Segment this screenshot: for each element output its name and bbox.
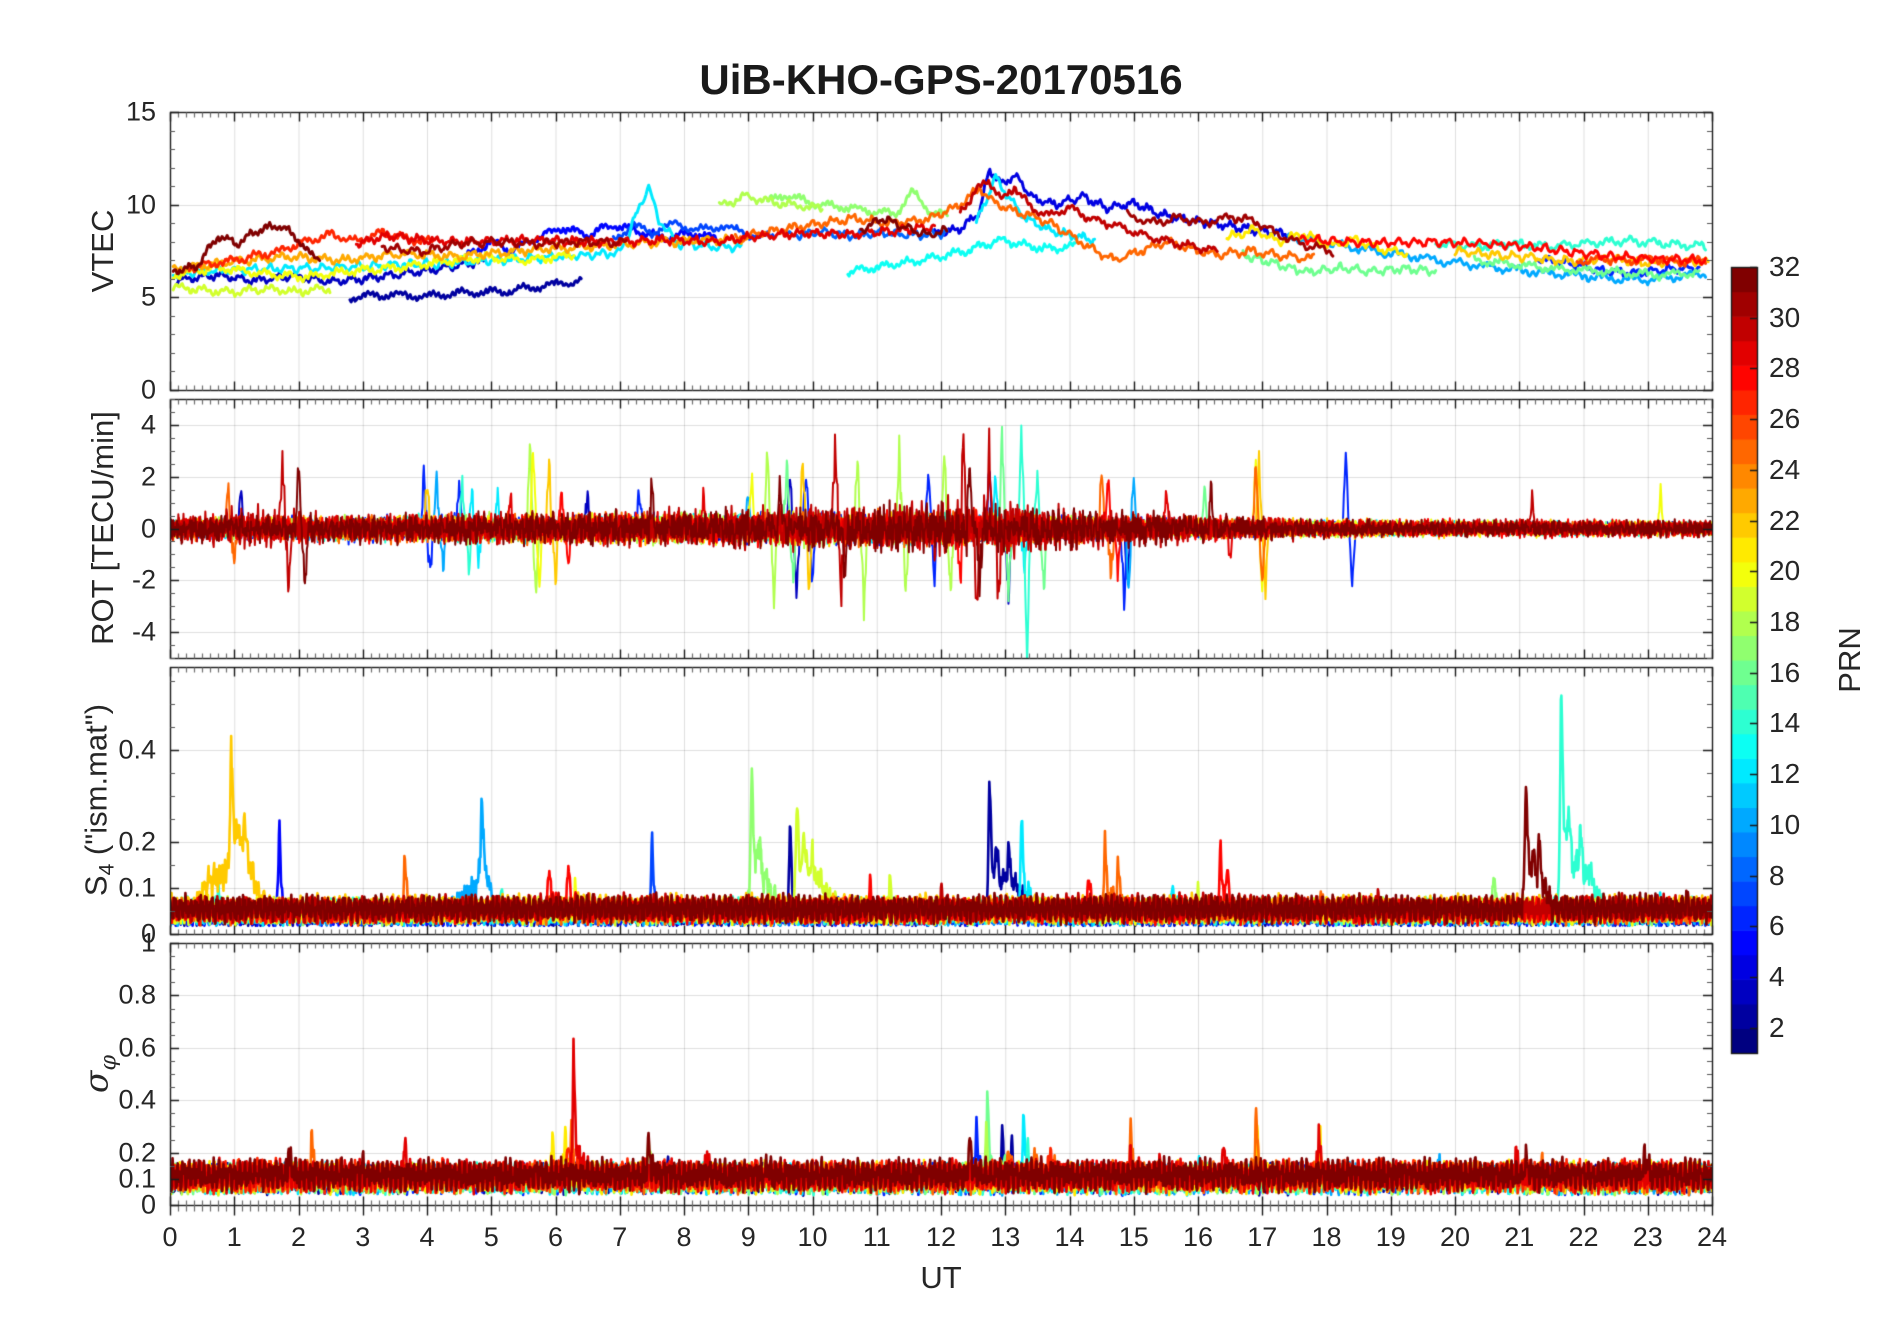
colorbar-tick-label: 12 — [1769, 758, 1801, 790]
y-tick-label: 0 — [140, 1189, 156, 1220]
y-tick-label: -2 — [131, 564, 156, 595]
x-tick-label: 23 — [1632, 1222, 1663, 1252]
y-tick-label: 4 — [140, 409, 156, 440]
colorbar-tick-label: 20 — [1769, 555, 1801, 587]
y-tick-label: 10 — [125, 189, 156, 220]
y-tick-label: -4 — [131, 616, 156, 647]
x-tick-label: 14 — [1054, 1222, 1085, 1252]
y-tick-label: 0.8 — [118, 979, 156, 1010]
x-tick-label: 1 — [226, 1222, 242, 1252]
y-tick-label: 0.4 — [118, 1084, 156, 1115]
colorbar-tick-label: 32 — [1769, 251, 1801, 282]
y-tick-label: 0 — [140, 513, 156, 543]
colorbar-tick-label: 14 — [1769, 707, 1801, 739]
x-tick-label: 21 — [1504, 1222, 1535, 1252]
x-tick-label: 18 — [1311, 1222, 1342, 1252]
x-tick-label: 0 — [162, 1222, 178, 1252]
x-tick-label: 13 — [990, 1222, 1021, 1252]
x-tick-label: 8 — [676, 1222, 692, 1252]
y-tick-label: 0.1 — [118, 872, 156, 903]
x-tick-label: 15 — [1118, 1222, 1149, 1252]
y-tick-label: 2 — [140, 461, 156, 492]
x-tick-label: 16 — [1182, 1222, 1214, 1252]
colorbar-tick-label: 28 — [1769, 352, 1801, 384]
s4-axis-label: S4 ("ism.mat") — [78, 704, 119, 896]
y-tick-label: 5 — [140, 281, 156, 312]
x-tick-label: 24 — [1696, 1222, 1728, 1252]
x-tick-label: 5 — [483, 1222, 499, 1252]
y-tick-label: 1 — [140, 927, 156, 958]
colorbar-tick-label: 30 — [1769, 301, 1801, 333]
x-tick-label: 12 — [925, 1222, 957, 1252]
x-tick-label: 19 — [1375, 1222, 1406, 1252]
colorbar-tick-label: 18 — [1769, 605, 1801, 637]
x-tick-label: 2 — [290, 1222, 307, 1252]
colorbar-tick-label: 6 — [1769, 910, 1785, 942]
y-tick-label: 0.2 — [118, 826, 156, 857]
colorbar-tick-label: 22 — [1769, 504, 1801, 536]
colorbar-tick-label: 8 — [1769, 859, 1785, 891]
y-tick-label: 0.2 — [118, 1137, 156, 1168]
colorbar-tick-label: 2 — [1769, 1011, 1785, 1043]
x-tick-label: 6 — [547, 1222, 564, 1252]
x-tick-label: 17 — [1247, 1222, 1278, 1252]
x-tick-label: 10 — [797, 1222, 828, 1252]
y-tick-label: 0 — [140, 374, 156, 405]
colorbar-tick-label: 16 — [1769, 656, 1801, 688]
vtec-axis-label: VTEC — [85, 209, 120, 293]
colorbar-tick-label: 10 — [1769, 808, 1801, 840]
y-tick-label: 0.1 — [118, 1163, 156, 1194]
x-tick-label: 11 — [862, 1222, 891, 1252]
colorbar-tick-label: 24 — [1769, 453, 1801, 485]
x-tick-label: 7 — [612, 1222, 628, 1252]
x-tick-label: 9 — [740, 1222, 756, 1252]
colorbar-label: PRN — [1832, 627, 1867, 693]
x-tick-label: 3 — [355, 1222, 371, 1252]
y-tick-label: 0.4 — [118, 734, 156, 765]
x-axis-label: UT — [920, 1260, 962, 1295]
y-tick-label: 0 — [140, 918, 156, 949]
x-tick-label: 4 — [419, 1222, 435, 1252]
chart-title: UiB-KHO-GPS-20170516 — [699, 56, 1183, 103]
y-tick-label: 0.6 — [118, 1032, 156, 1063]
x-tick-label: 22 — [1568, 1222, 1599, 1252]
colorbar-tick-label: 26 — [1769, 403, 1801, 435]
x-tick-label: 20 — [1439, 1222, 1471, 1252]
colorbar-tick-label: 4 — [1769, 960, 1785, 992]
y-tick-label: 15 — [125, 96, 156, 127]
